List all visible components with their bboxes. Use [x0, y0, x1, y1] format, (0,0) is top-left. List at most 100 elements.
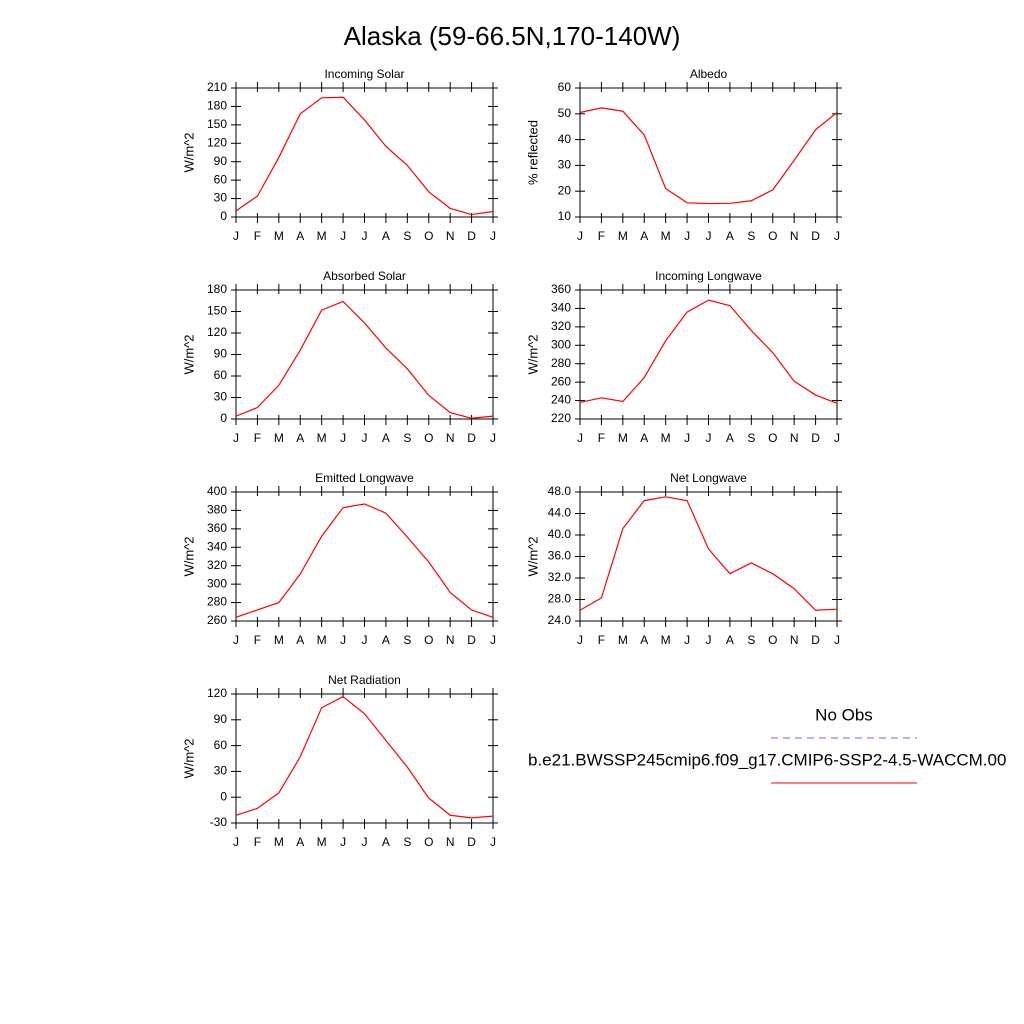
x-tick-label: J: [490, 431, 496, 445]
y-tick-label: 320: [551, 319, 571, 333]
x-tick-label: N: [790, 229, 799, 243]
x-tick-label: A: [726, 229, 734, 243]
x-tick-label: A: [382, 431, 390, 445]
data-line: [579, 107, 838, 205]
x-tick-label: M: [618, 431, 628, 445]
x-tick-label: A: [382, 229, 390, 243]
y-tick-label: 44.0: [548, 506, 572, 520]
y-tick-label: 30: [214, 390, 228, 404]
y-tick-label: 60: [214, 738, 228, 752]
y-tick-label: 60: [214, 172, 228, 186]
panel-title: Emitted Longwave: [315, 471, 414, 485]
x-tick-label: D: [811, 633, 820, 647]
x-tick-label: J: [834, 633, 840, 647]
x-tick-label: O: [768, 229, 777, 243]
x-tick-label: S: [747, 431, 755, 445]
x-tick-label: M: [317, 633, 327, 647]
y-tick-label: 300: [551, 337, 571, 351]
x-tick-label: N: [790, 633, 799, 647]
y-tick-label: 60: [558, 80, 572, 94]
x-tick-label: S: [403, 229, 411, 243]
y-tick-label: 380: [207, 503, 227, 517]
x-tick-label: M: [661, 431, 671, 445]
x-tick-label: S: [747, 633, 755, 647]
y-tick-label: 90: [214, 347, 228, 361]
x-tick-label: N: [446, 633, 455, 647]
y-tick-label: 60: [214, 368, 228, 382]
y-axis-label: % reflected: [525, 120, 540, 185]
plot-frame: [235, 87, 494, 218]
y-tick-label: 28.0: [548, 592, 572, 606]
x-tick-label: A: [296, 229, 304, 243]
x-tick-label: D: [467, 229, 476, 243]
x-tick-label: N: [446, 229, 455, 243]
y-tick-label: 360: [551, 282, 571, 296]
x-tick-label: A: [640, 229, 648, 243]
y-tick-label: 20: [558, 183, 572, 197]
x-tick-label: J: [340, 229, 346, 243]
data-line: [235, 695, 494, 819]
y-tick-label: 240: [551, 393, 571, 407]
y-tick-label: 180: [207, 282, 227, 296]
x-tick-label: J: [362, 431, 368, 445]
x-tick-label: O: [424, 835, 433, 849]
x-tick-label: J: [233, 633, 239, 647]
x-tick-label: S: [747, 229, 755, 243]
y-tick-label: 30: [558, 158, 572, 172]
plot-frame: [235, 491, 494, 622]
x-tick-label: J: [684, 229, 690, 243]
y-tick-label: 24.0: [548, 613, 572, 627]
plot-frame: [579, 87, 838, 218]
y-tick-label: 0: [220, 209, 227, 223]
x-tick-label: N: [446, 835, 455, 849]
x-tick-label: A: [296, 633, 304, 647]
x-tick-label: J: [362, 835, 368, 849]
y-tick-label: 220: [551, 411, 571, 425]
x-tick-label: S: [403, 835, 411, 849]
y-tick-label: 0: [220, 411, 227, 425]
x-tick-label: J: [577, 633, 583, 647]
x-tick-label: M: [317, 229, 327, 243]
x-tick-label: J: [834, 229, 840, 243]
plot-frame: [235, 289, 494, 420]
y-tick-label: 90: [214, 154, 228, 168]
data-line: [579, 299, 838, 404]
y-tick-label: 260: [551, 374, 571, 388]
y-axis-label: W/m^2: [181, 334, 196, 374]
x-tick-label: F: [598, 229, 605, 243]
y-axis-label: W/m^2: [525, 334, 540, 374]
data-line: [235, 503, 494, 618]
x-tick-label: M: [274, 835, 284, 849]
y-tick-label: 180: [207, 99, 227, 113]
y-tick-label: 280: [207, 595, 227, 609]
y-tick-label: -30: [210, 815, 228, 829]
plot-frame: [235, 693, 494, 824]
x-tick-label: A: [640, 431, 648, 445]
panel-title: Incoming Longwave: [655, 269, 762, 283]
x-tick-label: N: [790, 431, 799, 445]
x-tick-label: A: [296, 431, 304, 445]
y-tick-label: 48.0: [548, 484, 572, 498]
y-tick-label: 32.0: [548, 570, 572, 584]
figure-title: Alaska (59-66.5N,170-140W): [344, 21, 681, 51]
y-tick-label: 40: [558, 132, 572, 146]
x-tick-label: M: [274, 229, 284, 243]
x-tick-label: F: [254, 633, 261, 647]
x-tick-label: J: [340, 431, 346, 445]
x-tick-label: J: [834, 431, 840, 445]
x-tick-label: D: [811, 229, 820, 243]
y-tick-label: 40.0: [548, 527, 572, 541]
x-tick-label: N: [446, 431, 455, 445]
y-tick-label: 36.0: [548, 549, 572, 563]
x-tick-label: D: [467, 835, 476, 849]
y-tick-label: 320: [207, 558, 227, 572]
legend-label: No Obs: [815, 705, 873, 724]
y-tick-label: 210: [207, 80, 227, 94]
y-tick-label: 360: [207, 521, 227, 535]
x-tick-label: O: [768, 633, 777, 647]
x-tick-label: J: [577, 431, 583, 445]
x-tick-label: F: [254, 229, 261, 243]
x-tick-label: O: [424, 229, 433, 243]
data-line: [235, 96, 494, 216]
x-tick-label: J: [490, 633, 496, 647]
